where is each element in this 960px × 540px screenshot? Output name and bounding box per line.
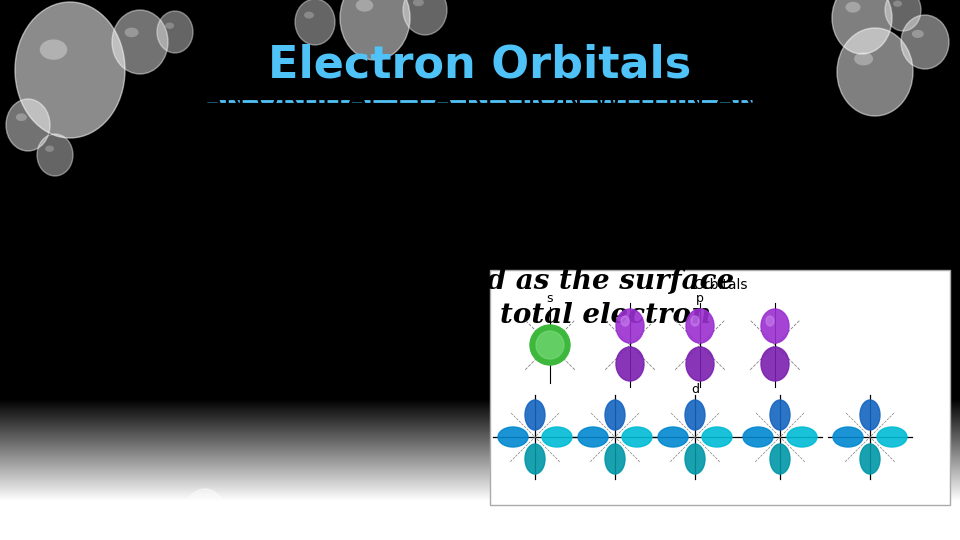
Ellipse shape	[605, 400, 625, 430]
Ellipse shape	[833, 427, 863, 447]
Ellipse shape	[237, 514, 244, 519]
Text: are defined as the surface: are defined as the surface	[320, 268, 733, 295]
Ellipse shape	[901, 15, 949, 69]
Text: probability.: probability.	[28, 336, 204, 363]
Ellipse shape	[230, 504, 260, 540]
Text: Orbitals: Orbitals	[693, 278, 747, 292]
Ellipse shape	[165, 23, 174, 29]
Ellipse shape	[860, 444, 880, 474]
Ellipse shape	[860, 400, 880, 430]
Ellipse shape	[837, 28, 913, 116]
Text: Electron Orbitals: Electron Orbitals	[269, 43, 691, 86]
Ellipse shape	[616, 309, 644, 343]
Text: AN ORBITAL IS A REGION WITHIN AN
ENERGY LEVEL WHERE THERE IS A
PROBABILITY OF FI: AN ORBITAL IS A REGION WITHIN AN ENERGY …	[202, 85, 758, 222]
Ellipse shape	[157, 11, 193, 53]
Ellipse shape	[525, 400, 545, 430]
Ellipse shape	[686, 347, 714, 381]
Ellipse shape	[304, 12, 314, 18]
Ellipse shape	[770, 400, 790, 430]
Ellipse shape	[761, 309, 789, 343]
Ellipse shape	[39, 39, 67, 60]
Ellipse shape	[185, 489, 225, 535]
Ellipse shape	[616, 347, 644, 381]
Ellipse shape	[578, 427, 608, 447]
Ellipse shape	[37, 134, 73, 176]
Ellipse shape	[702, 427, 732, 447]
Ellipse shape	[691, 316, 699, 326]
Ellipse shape	[885, 0, 921, 31]
Ellipse shape	[846, 2, 860, 12]
Ellipse shape	[686, 309, 714, 343]
Text: that contains: that contains	[28, 302, 244, 329]
Ellipse shape	[787, 427, 817, 447]
Ellipse shape	[912, 30, 924, 38]
Ellipse shape	[45, 146, 54, 152]
Text: Orbital shapes: Orbital shapes	[28, 268, 254, 295]
Ellipse shape	[536, 331, 564, 359]
Ellipse shape	[770, 444, 790, 474]
Ellipse shape	[403, 0, 447, 35]
Ellipse shape	[530, 325, 570, 365]
Ellipse shape	[498, 427, 528, 447]
Ellipse shape	[621, 316, 629, 326]
Ellipse shape	[112, 10, 168, 74]
Ellipse shape	[194, 502, 204, 509]
Ellipse shape	[605, 444, 625, 474]
Ellipse shape	[125, 28, 138, 37]
FancyBboxPatch shape	[490, 270, 950, 505]
Ellipse shape	[832, 0, 892, 54]
Ellipse shape	[525, 444, 545, 474]
Ellipse shape	[622, 427, 652, 447]
Ellipse shape	[877, 427, 907, 447]
Text: p: p	[696, 292, 704, 305]
Ellipse shape	[854, 52, 873, 65]
Ellipse shape	[15, 2, 125, 138]
Ellipse shape	[685, 400, 705, 430]
Ellipse shape	[16, 113, 27, 121]
Ellipse shape	[295, 0, 335, 45]
Ellipse shape	[743, 427, 773, 447]
Text: 90%: 90%	[306, 302, 372, 329]
Text: of the total electron: of the total electron	[390, 302, 711, 329]
Ellipse shape	[658, 427, 688, 447]
Ellipse shape	[685, 444, 705, 474]
Ellipse shape	[761, 347, 789, 381]
Text: s: s	[547, 292, 553, 305]
Ellipse shape	[542, 427, 572, 447]
Ellipse shape	[6, 99, 50, 151]
Ellipse shape	[893, 1, 902, 7]
Ellipse shape	[356, 0, 373, 12]
Ellipse shape	[766, 316, 774, 326]
Text: d: d	[691, 383, 699, 396]
Ellipse shape	[413, 0, 424, 6]
Ellipse shape	[340, 0, 410, 60]
